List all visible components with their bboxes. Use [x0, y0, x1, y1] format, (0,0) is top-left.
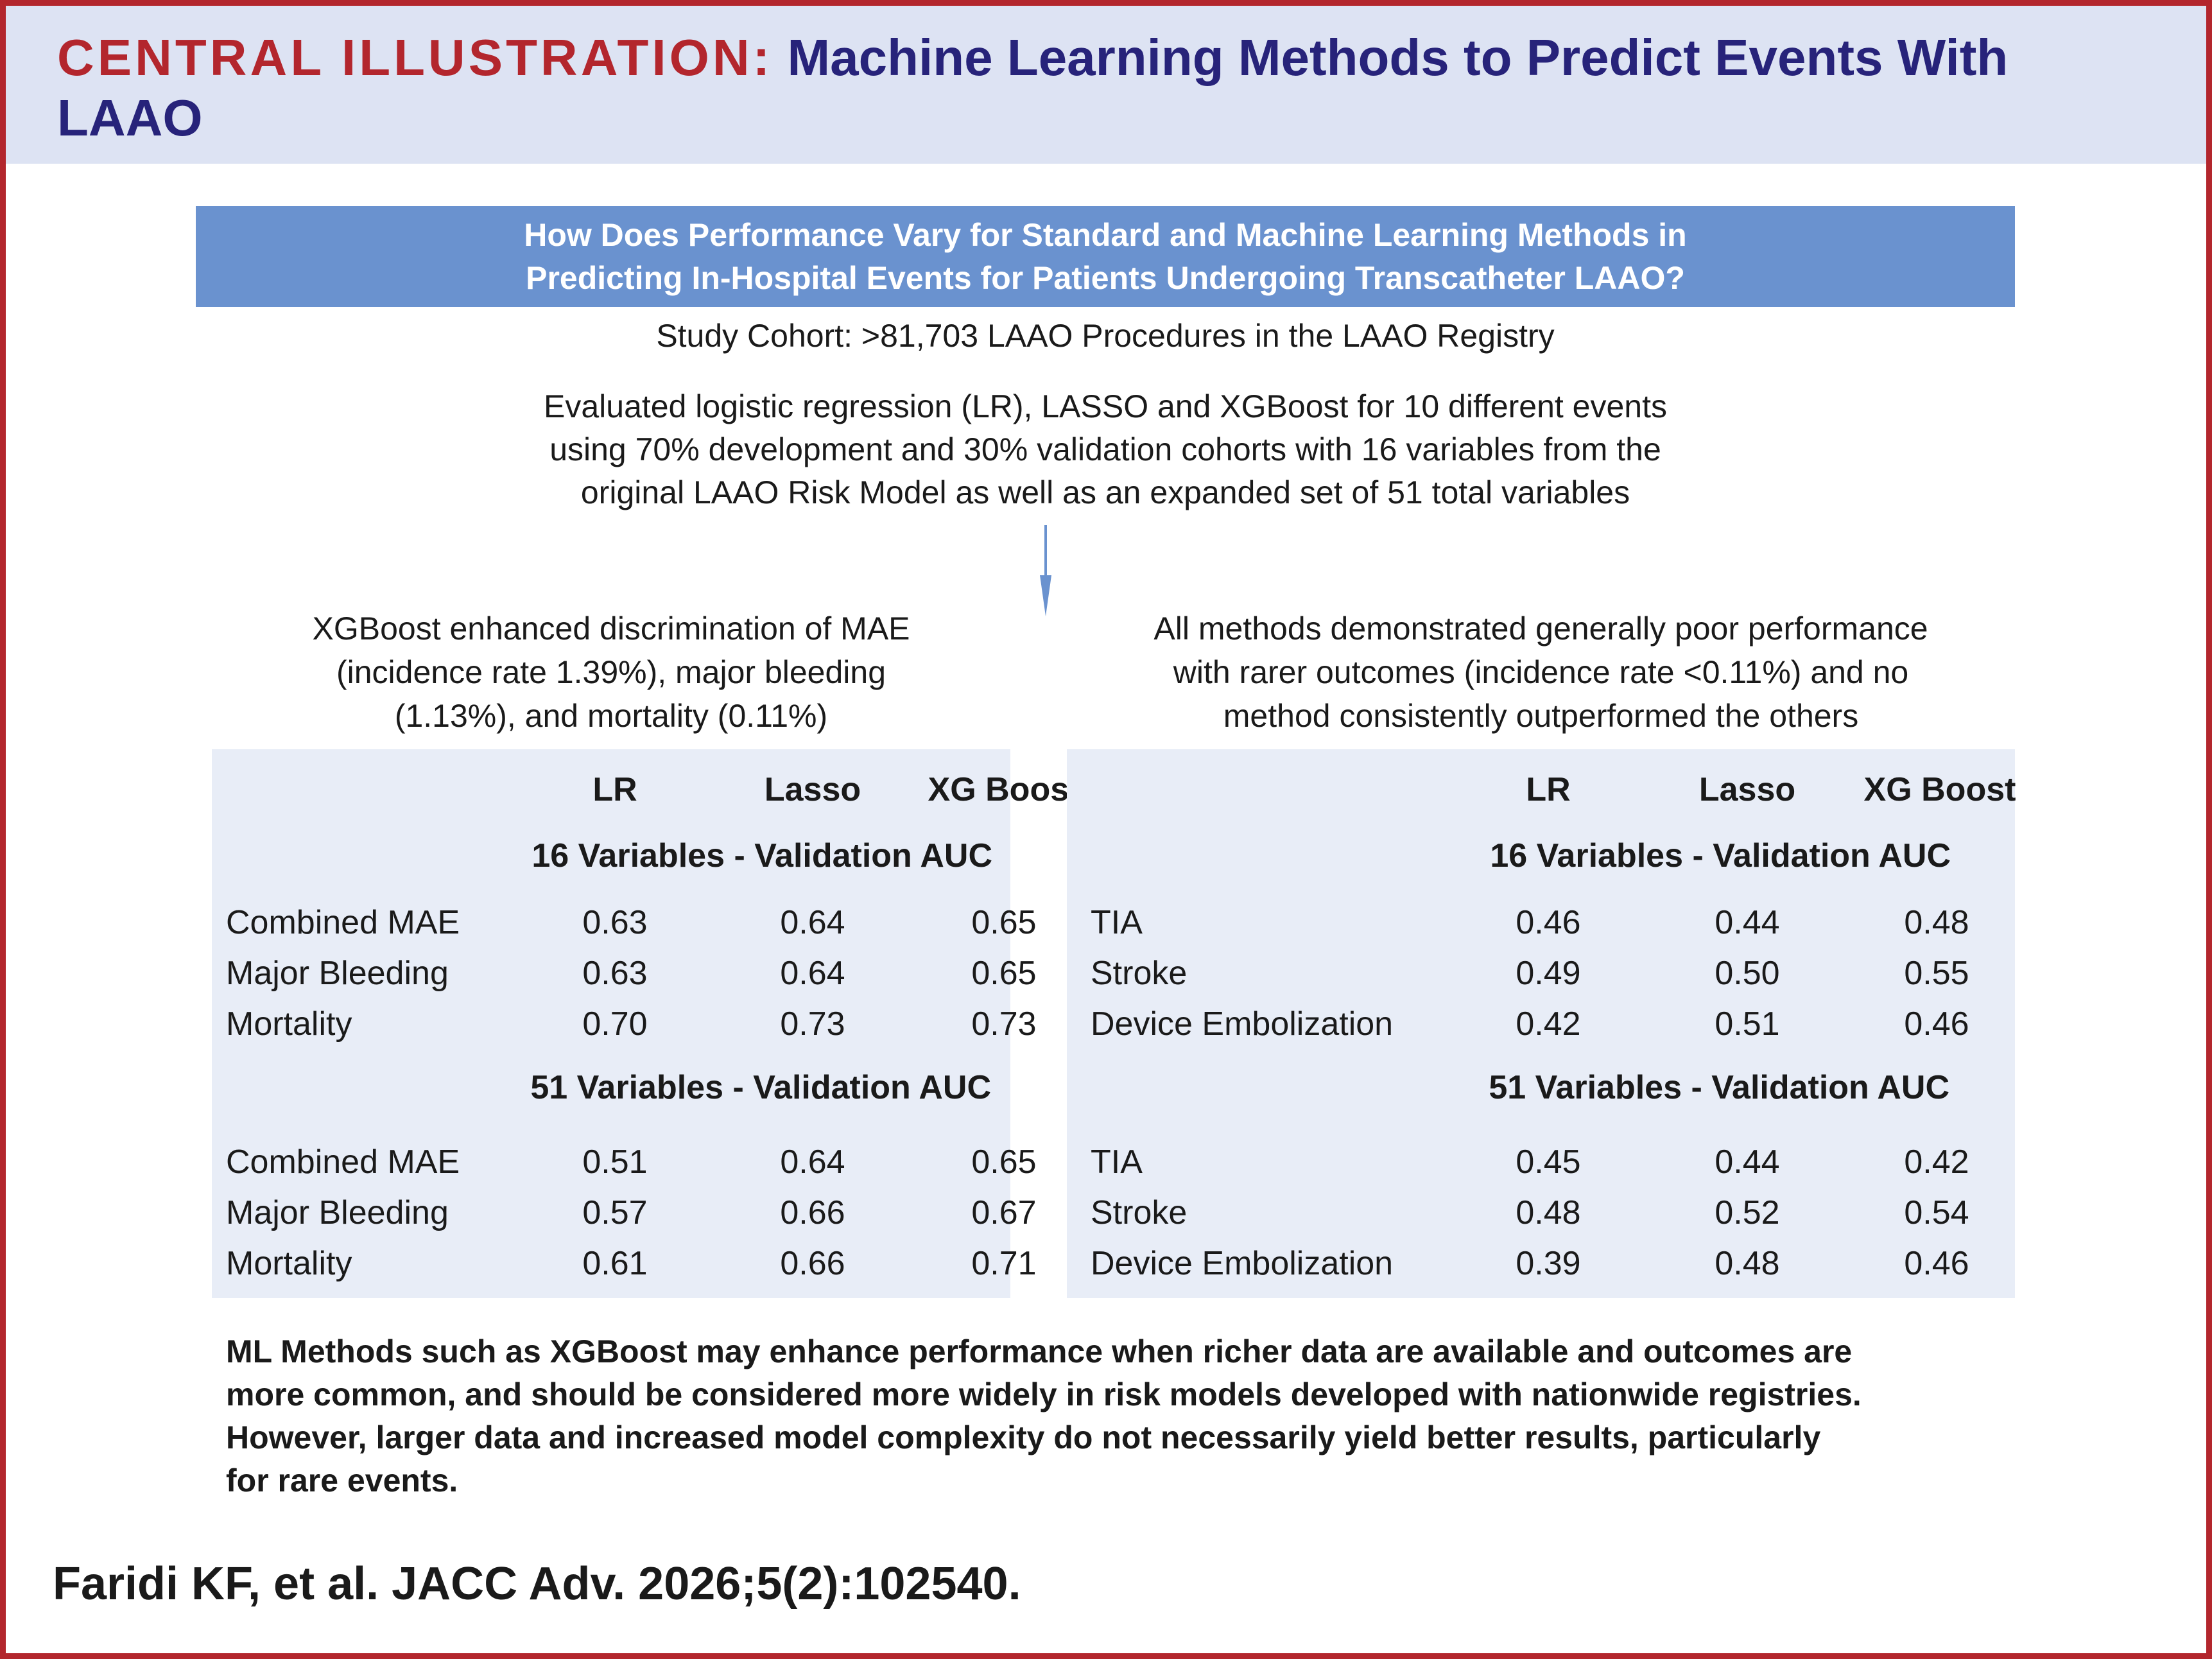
col-header-xgboost: XG Boost: [928, 771, 1080, 808]
table-cell: 0.48: [1904, 904, 1969, 941]
section-51-variables: 51 Variables - Validation AUC: [1489, 1069, 1949, 1106]
row-label: TIA: [1091, 904, 1143, 941]
table-cell: 0.42: [1516, 1005, 1581, 1043]
row-label: Stroke: [1091, 1194, 1188, 1231]
right-heading-line-3: method consistently outperformed the oth…: [1223, 698, 1859, 734]
table-cell: 0.52: [1715, 1194, 1780, 1231]
table-cell: 0.48: [1715, 1245, 1780, 1282]
left-heading-line-1: XGBoost enhanced discrimination of MAE: [312, 611, 910, 647]
conclusion-line-1: ML Methods such as XGBoost may enhance p…: [226, 1333, 1853, 1369]
table-cell: 0.61: [582, 1245, 648, 1282]
col-header-lasso: Lasso: [764, 771, 861, 808]
conclusion-line-3: However, larger data and increased model…: [226, 1420, 1821, 1455]
question-line-2: Predicting In-Hospital Events for Patien…: [526, 259, 1685, 296]
page-title: CENTRAL ILLUSTRATION: Machine Learning M…: [57, 28, 2143, 148]
table-cell: 0.46: [1904, 1005, 1969, 1043]
table-cell: 0.51: [1715, 1005, 1780, 1043]
table-cell: 0.64: [780, 1143, 845, 1181]
row-label: Major Bleeding: [226, 1194, 449, 1231]
table-cell: 0.73: [971, 1005, 1037, 1043]
col-header-xgboost: XG Boost: [1863, 771, 2016, 808]
table-cell: 0.57: [582, 1194, 648, 1231]
row-label: Major Bleeding: [226, 955, 449, 992]
table-cell: 0.39: [1516, 1245, 1581, 1282]
right-heading-line-2: with rarer outcomes (incidence rate <0.1…: [1173, 654, 1909, 690]
col-header-lr: LR: [1526, 771, 1571, 808]
table-cell: 0.42: [1904, 1143, 1969, 1181]
title-banner: CENTRAL ILLUSTRATION: Machine Learning M…: [6, 6, 2206, 164]
right-auc-table: LR Lasso XG Boost 16 Variables - Validat…: [1067, 749, 2016, 1298]
left-auc-table: LR Lasso XG Boost 16 Variables - Validat…: [212, 749, 1080, 1298]
right-finding-heading: All methods demonstrated generally poor …: [1067, 607, 2015, 738]
row-label: Combined MAE: [226, 904, 460, 941]
left-heading-line-3: (1.13%), and mortality (0.11%): [394, 698, 828, 734]
table-cell: 0.70: [582, 1005, 648, 1043]
question-line-1: How Does Performance Vary for Standard a…: [524, 216, 1687, 253]
col-header-lr: LR: [592, 771, 637, 808]
research-question-box: How Does Performance Vary for Standard a…: [196, 206, 2015, 307]
table-cell: 0.67: [971, 1194, 1037, 1231]
table-cell: 0.63: [582, 904, 648, 941]
row-label: Mortality: [226, 1245, 352, 1282]
table-cell: 0.66: [780, 1194, 845, 1231]
right-heading-line-1: All methods demonstrated generally poor …: [1154, 611, 1928, 647]
row-label: TIA: [1091, 1143, 1143, 1181]
down-arrow-icon: [1040, 525, 1051, 616]
left-heading-line-2: (incidence rate 1.39%), major bleeding: [336, 654, 886, 690]
table-cell: 0.48: [1516, 1194, 1581, 1231]
table-cell: 0.71: [971, 1245, 1037, 1282]
section-51-variables: 51 Variables - Validation AUC: [530, 1069, 991, 1106]
table-cell: 0.49: [1516, 955, 1581, 992]
methods-line-2: using 70% development and 30% validation…: [549, 431, 1661, 467]
table-cell: 0.55: [1904, 955, 1969, 992]
central-illustration-tag: CENTRAL ILLUSTRATION:: [57, 29, 773, 86]
table-cell: 0.73: [780, 1005, 845, 1043]
table-cell: 0.44: [1715, 904, 1780, 941]
methods-line-3: original LAAO Risk Model as well as an e…: [580, 474, 1630, 510]
table-cell: 0.45: [1516, 1143, 1581, 1181]
table-cell: 0.51: [582, 1143, 648, 1181]
col-header-lasso: Lasso: [1698, 771, 1796, 808]
table-cell: 0.64: [780, 904, 845, 941]
section-16-variables: 16 Variables - Validation AUC: [531, 837, 992, 874]
methods-description: Evaluated logistic regression (LR), LASS…: [196, 385, 2015, 514]
table-cell: 0.64: [780, 955, 845, 992]
row-label: Device Embolization: [1091, 1005, 1394, 1043]
conclusion-line-2: more common, and should be considered mo…: [226, 1377, 1862, 1412]
left-finding-heading: XGBoost enhanced discrimination of MAE (…: [212, 607, 1010, 738]
section-16-variables: 16 Variables - Validation AUC: [1490, 837, 1951, 874]
row-label: Device Embolization: [1091, 1245, 1394, 1282]
table-cell: 0.54: [1904, 1194, 1969, 1231]
methods-line-1: Evaluated logistic regression (LR), LASS…: [544, 388, 1667, 424]
study-cohort: Study Cohort: >81,703 LAAO Procedures in…: [656, 318, 1555, 354]
table-cell: 0.63: [582, 955, 648, 992]
citation: Faridi KF, et al. JACC Adv. 2026;5(2):10…: [53, 1558, 1021, 1610]
table-cell: 0.46: [1904, 1245, 1969, 1282]
table-cell: 0.65: [971, 1143, 1037, 1181]
table-cell: 0.66: [780, 1245, 845, 1282]
row-label: Mortality: [226, 1005, 352, 1043]
row-label: Combined MAE: [226, 1143, 460, 1181]
table-cell: 0.50: [1715, 955, 1780, 992]
table-cell: 0.46: [1516, 904, 1581, 941]
conclusion-line-4: for rare events.: [226, 1463, 458, 1498]
title-text: Machine Learning Methods to Predict Even…: [57, 29, 2009, 146]
table-cell: 0.65: [971, 955, 1037, 992]
table-cell: 0.65: [971, 904, 1037, 941]
conclusion-text: ML Methods such as XGBoost may enhance p…: [226, 1330, 2010, 1502]
row-label: Stroke: [1091, 955, 1188, 992]
table-cell: 0.44: [1715, 1143, 1780, 1181]
